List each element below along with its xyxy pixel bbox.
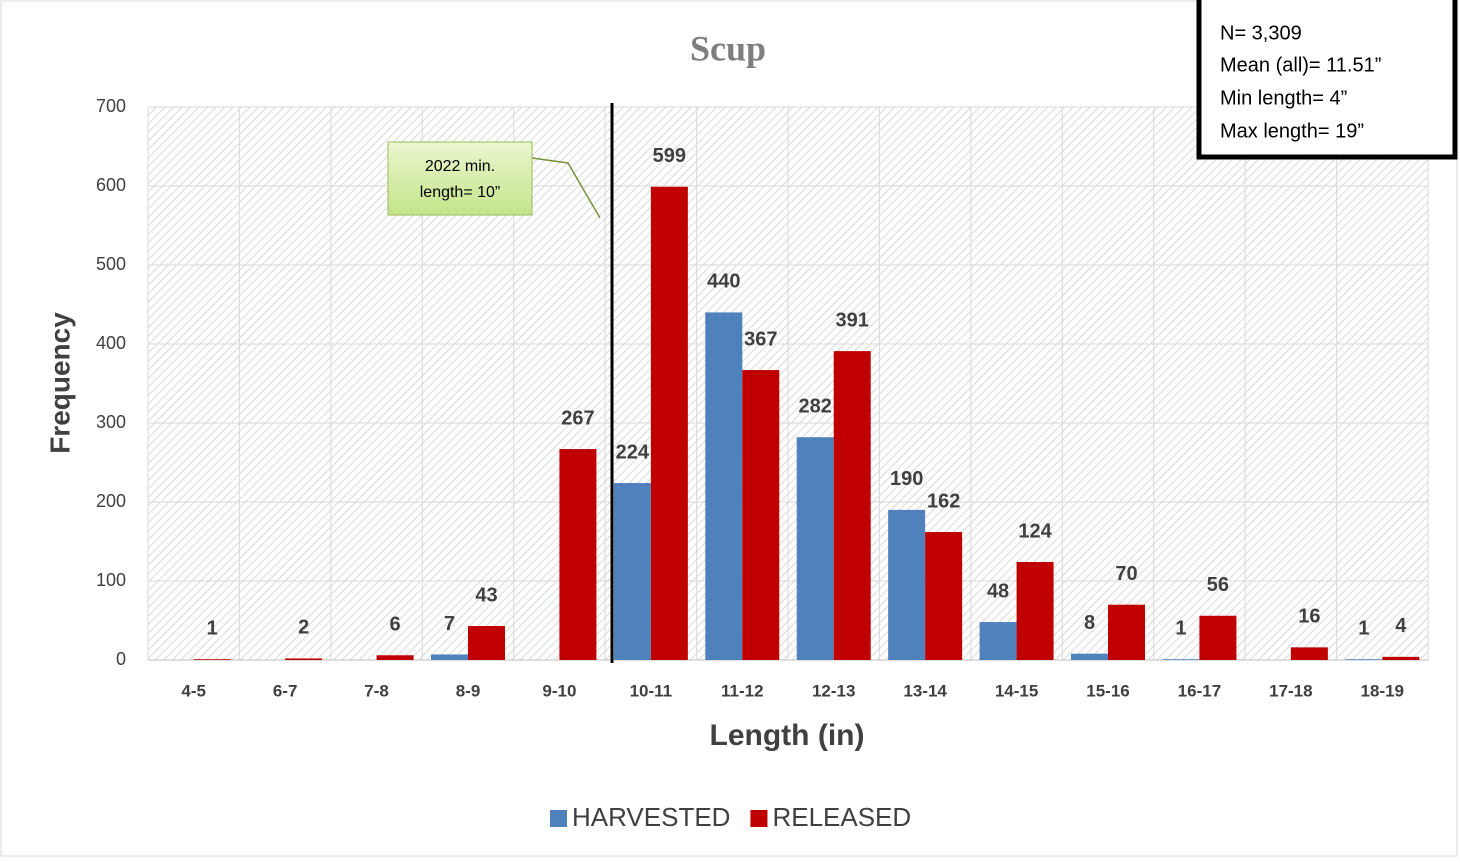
data-label: 391	[836, 309, 869, 331]
data-label: 599	[653, 145, 686, 167]
bar	[888, 509, 926, 660]
bar	[1016, 562, 1054, 660]
callout-line: 2022 min.	[425, 158, 495, 175]
y-tick-label: 100	[96, 570, 126, 590]
bar	[833, 351, 871, 660]
x-tick-label: 6-7	[273, 681, 298, 700]
bar	[796, 437, 834, 660]
legend-label: HARVESTED	[572, 802, 730, 832]
data-label: 70	[1115, 563, 1137, 585]
data-label: 124	[1018, 520, 1052, 542]
bar	[193, 659, 231, 660]
bar	[431, 654, 468, 660]
x-tick-label: 9-10	[542, 681, 576, 700]
data-label: 190	[890, 468, 923, 490]
x-tick-label: 7-8	[364, 681, 389, 700]
legend-swatch	[750, 810, 768, 827]
x-tick-label: 14-15	[995, 681, 1038, 700]
info-line: N= 3,309	[1220, 22, 1302, 44]
info-line: Mean (all)= 11.51”	[1220, 54, 1381, 76]
bar	[1199, 615, 1237, 660]
data-label: 224	[616, 441, 650, 463]
data-label: 267	[561, 407, 594, 429]
chart-title: Scup	[690, 28, 766, 68]
y-tick-label: 700	[96, 96, 126, 116]
callout-box	[387, 141, 533, 216]
bar	[705, 312, 743, 660]
y-tick-label: 600	[96, 175, 126, 195]
y-tick-label: 400	[96, 333, 126, 353]
data-label: 7	[444, 613, 455, 635]
bar	[1108, 604, 1145, 660]
data-label: 16	[1298, 606, 1320, 628]
bar	[1162, 659, 1200, 660]
x-tick-label: 11-12	[721, 681, 764, 700]
bar	[559, 449, 597, 660]
legend-label: RELEASED	[772, 802, 911, 832]
info-line: Min length= 4”	[1220, 87, 1347, 109]
x-tick-label: 16-17	[1178, 681, 1221, 700]
x-axis-label: Length (in)	[710, 719, 865, 752]
data-label: 48	[987, 580, 1009, 602]
data-label: 2	[298, 617, 309, 639]
bar	[925, 532, 963, 660]
legend-swatch	[550, 810, 567, 827]
bar	[650, 186, 688, 661]
data-label: 1	[1358, 617, 1369, 639]
data-label: 8	[1084, 612, 1095, 634]
x-tick-label: 18-19	[1361, 681, 1404, 700]
x-tick-label: 8-9	[456, 681, 481, 700]
data-label: 440	[707, 271, 740, 293]
y-tick-label: 300	[96, 412, 126, 432]
x-tick-label: 17-18	[1269, 681, 1312, 700]
bar	[979, 622, 1017, 660]
data-label: 43	[475, 584, 497, 606]
x-tick-label: 12-13	[812, 681, 855, 700]
data-label: 1	[1175, 617, 1186, 639]
bar	[742, 370, 780, 660]
data-label: 367	[744, 328, 777, 350]
data-label: 1	[207, 617, 218, 639]
bar	[1382, 656, 1420, 660]
x-tick-label: 15-16	[1086, 681, 1129, 700]
bar	[1071, 653, 1108, 660]
data-label: 56	[1207, 574, 1229, 596]
data-label: 4	[1395, 615, 1407, 637]
callout-line: length= 10”	[420, 184, 501, 201]
x-tick-label: 4-5	[181, 681, 206, 700]
bar	[468, 626, 505, 660]
bar	[1290, 647, 1328, 660]
data-label: 6	[390, 614, 401, 636]
callout-leader	[531, 157, 601, 219]
y-axis-label: Frequency	[44, 312, 75, 454]
x-tick-label: 13-14	[903, 681, 947, 700]
data-label: 162	[927, 490, 960, 512]
data-label: 282	[799, 396, 832, 418]
y-tick-label: 500	[96, 254, 126, 274]
y-tick-label: 200	[96, 491, 126, 511]
bar	[1345, 659, 1383, 660]
bar	[285, 658, 323, 660]
info-box: N= 3,309 Mean (all)= 11.51” Min length= …	[1196, 0, 1458, 160]
bar	[613, 483, 651, 660]
bar	[376, 655, 414, 660]
info-line: Max length= 19”	[1220, 120, 1364, 142]
x-tick-label: 10-11	[630, 681, 673, 700]
y-tick-label: 0	[116, 649, 126, 669]
info-box-frame	[1196, 0, 1458, 160]
